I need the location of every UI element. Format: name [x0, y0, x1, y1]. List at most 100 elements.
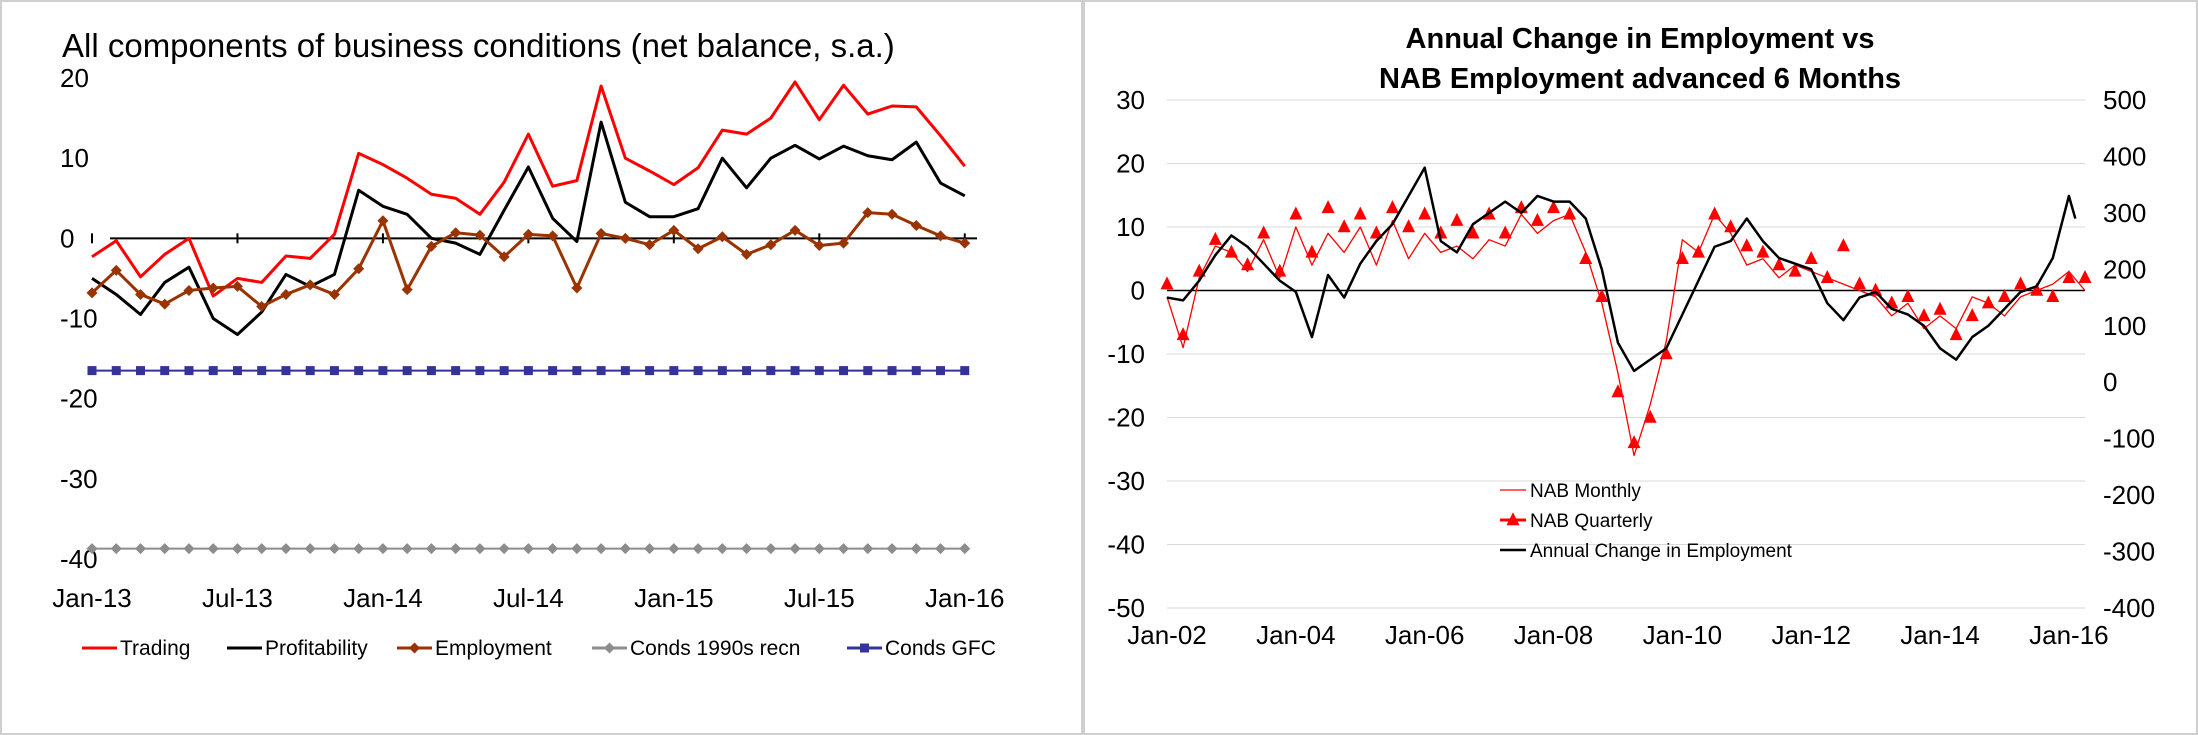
y2-tick-label: -200 — [2103, 480, 2155, 510]
legend-label-nab-quarterly: NAB Quarterly — [1530, 511, 1653, 532]
data-point-conds-gfc — [887, 366, 897, 376]
data-point-nab-quarterly — [1337, 219, 1351, 233]
legend-label-nab-monthly: NAB Monthly — [1530, 481, 1641, 502]
legend-marker-conds-gfc — [860, 643, 869, 653]
y-tick-label: -20 — [60, 384, 98, 414]
data-point-nab-quarterly — [1498, 225, 1512, 239]
data-point-conds-gfc — [305, 366, 315, 376]
x-tick-label: Jul-14 — [493, 583, 564, 613]
x-tick-label: Jan-12 — [1771, 620, 1851, 650]
data-point-conds-1990s-recn — [959, 543, 971, 555]
data-point-employment — [207, 282, 219, 294]
data-point-employment — [644, 239, 656, 251]
data-point-conds-gfc — [596, 366, 606, 376]
data-point-nab-quarterly — [1627, 435, 1641, 449]
data-point-employment — [522, 228, 534, 240]
data-point-nab-quarterly — [1691, 244, 1705, 258]
data-point-employment — [886, 208, 898, 220]
data-point-conds-1990s-recn — [716, 543, 728, 555]
data-point-nab-quarterly — [1305, 244, 1319, 258]
data-point-nab-quarterly — [1208, 231, 1222, 245]
legend-label-profitability: Profitability — [265, 637, 368, 660]
data-point-employment — [110, 264, 122, 276]
legend-marker-nab-quarterly — [1506, 512, 1520, 526]
data-point-employment — [789, 224, 801, 236]
data-point-conds-1990s-recn — [571, 543, 583, 555]
data-point-nab-quarterly — [1547, 200, 1561, 214]
data-point-conds-gfc — [693, 366, 703, 376]
chart-title: All components of business conditions (n… — [62, 27, 895, 64]
data-point-conds-gfc — [911, 366, 921, 376]
data-point-nab-quarterly — [2062, 270, 2076, 283]
data-point-conds-1990s-recn — [304, 543, 316, 555]
y-tick-label: 10 — [60, 143, 89, 173]
data-point-employment — [328, 288, 340, 300]
legend-label-conds-1990s-recn: Conds 1990s recn — [630, 637, 800, 660]
data-point-conds-gfc — [451, 366, 461, 376]
data-point-conds-gfc — [232, 366, 242, 376]
data-point-conds-gfc — [814, 366, 824, 376]
data-point-conds-gfc — [160, 366, 170, 376]
data-point-conds-1990s-recn — [668, 543, 680, 555]
data-point-employment — [862, 207, 874, 219]
data-point-nab-quarterly — [1836, 238, 1850, 252]
data-point-employment — [910, 220, 922, 232]
y-tick-label: 0 — [60, 223, 74, 253]
x-tick-label: Jan-14 — [343, 583, 423, 613]
data-point-employment — [935, 230, 947, 242]
data-point-employment — [498, 251, 510, 263]
data-point-conds-1990s-recn — [862, 543, 874, 555]
data-point-nab-quarterly — [1563, 206, 1577, 220]
data-point-conds-gfc — [936, 366, 946, 376]
data-point-employment — [668, 224, 680, 236]
data-point-employment — [425, 240, 437, 252]
data-point-nab-quarterly — [1176, 327, 1190, 341]
chart-title-line-2: NAB Employment advanced 6 Months — [1379, 63, 1901, 95]
y2-tick-label: 400 — [2103, 141, 2146, 171]
chart-title-line-1: Annual Change in Employment vs — [1406, 23, 1875, 55]
data-point-conds-gfc — [135, 366, 145, 376]
data-point-conds-1990s-recn — [207, 543, 219, 555]
x-tick-label: Jan-15 — [634, 583, 714, 613]
data-point-conds-1990s-recn — [328, 543, 340, 555]
data-point-conds-gfc — [208, 366, 218, 376]
data-point-conds-1990s-recn — [498, 543, 510, 555]
data-point-employment — [450, 227, 462, 239]
x-tick-label: Jan-06 — [1385, 620, 1465, 650]
data-point-employment — [134, 288, 146, 300]
data-point-conds-1990s-recn — [692, 543, 704, 555]
data-point-employment — [280, 288, 292, 300]
data-point-employment — [183, 284, 195, 296]
data-point-nab-quarterly — [2030, 282, 2044, 296]
data-point-employment — [813, 240, 825, 252]
data-point-conds-gfc — [426, 366, 436, 376]
chart-panel-employment: Annual Change in Employment vs NAB Employ… — [1083, 0, 2198, 735]
data-point-conds-1990s-recn — [183, 543, 195, 555]
data-point-employment — [353, 263, 365, 275]
data-point-conds-1990s-recn — [910, 543, 922, 555]
data-point-conds-gfc — [863, 366, 873, 376]
data-point-nab-quarterly — [1530, 212, 1544, 226]
data-point-conds-1990s-recn — [765, 543, 777, 555]
y2-tick-label: 500 — [2103, 85, 2146, 115]
data-point-conds-gfc — [402, 366, 412, 376]
y-tick-label: 30 — [1116, 85, 1145, 115]
data-point-nab-quarterly — [1369, 225, 1383, 239]
data-point-conds-gfc — [742, 366, 752, 376]
data-point-nab-quarterly — [1321, 200, 1335, 214]
x-tick-label: Jul-13 — [202, 583, 273, 613]
data-point-nab-quarterly — [1257, 225, 1271, 239]
legend-label-conds-gfc: Conds GFC — [885, 637, 996, 660]
y2-tick-label: 200 — [2103, 254, 2146, 284]
y-tick-label: 20 — [1116, 149, 1145, 179]
data-point-employment — [231, 280, 243, 292]
data-point-conds-1990s-recn — [886, 543, 898, 555]
x-tick-label: Jan-16 — [2029, 620, 2108, 650]
data-point-conds-gfc — [523, 366, 533, 376]
data-point-conds-1990s-recn — [231, 543, 243, 555]
data-point-conds-1990s-recn — [256, 543, 268, 555]
data-point-employment — [838, 237, 850, 249]
data-point-conds-gfc — [766, 366, 776, 376]
data-point-conds-1990s-recn — [595, 543, 607, 555]
data-point-nab-quarterly — [1885, 295, 1899, 309]
